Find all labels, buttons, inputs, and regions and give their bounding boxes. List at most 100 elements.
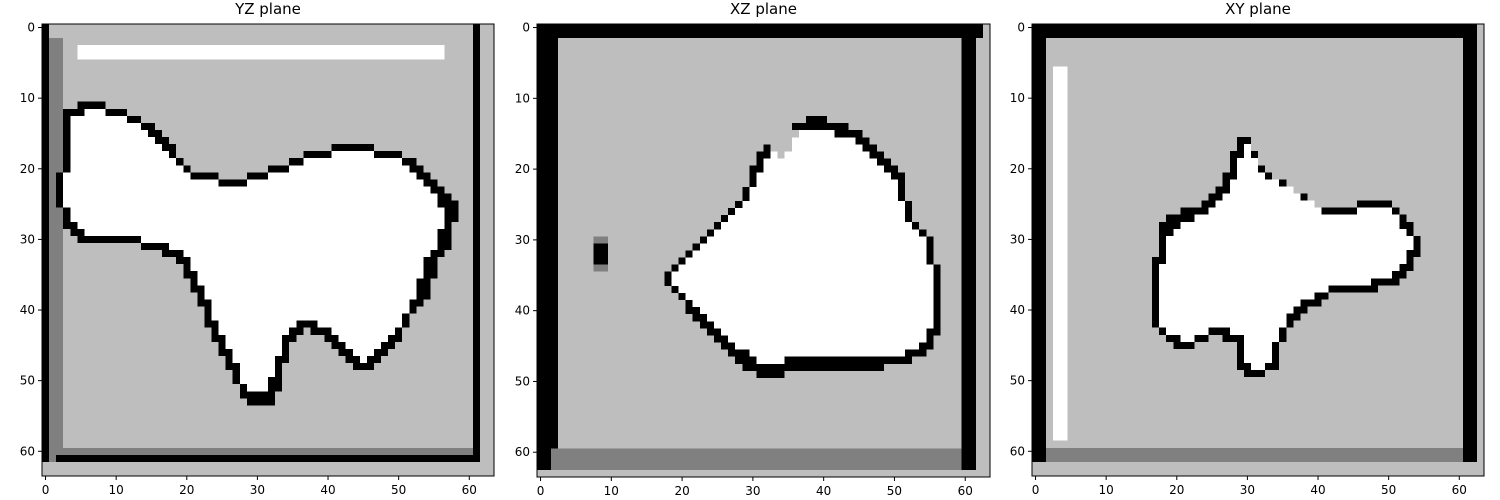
heatmap-cell-run bbox=[890, 172, 906, 181]
heatmap-cell-run bbox=[49, 129, 64, 138]
heatmap-cell-run bbox=[1067, 426, 1464, 434]
heatmap-cell-run bbox=[1032, 334, 1047, 343]
heatmap-cell-run bbox=[1032, 221, 1047, 230]
heatmap-cell-run bbox=[42, 59, 50, 67]
heatmap-cell-run bbox=[218, 172, 248, 180]
heatmap-cell-run bbox=[1032, 137, 1047, 145]
heatmap-cell-run bbox=[1053, 66, 1068, 74]
heatmap-cell-run bbox=[1046, 108, 1054, 117]
heatmap-cell-run bbox=[537, 45, 559, 53]
y-tick-label: 40 bbox=[515, 304, 530, 318]
heatmap-cell-run bbox=[975, 455, 991, 464]
heatmap-cell-run bbox=[961, 271, 977, 280]
heatmap-cell-run bbox=[975, 193, 991, 202]
heatmap-cell-run bbox=[1067, 348, 1238, 357]
heatmap-cell-run bbox=[558, 66, 962, 74]
heatmap-cell-run bbox=[1286, 327, 1464, 336]
heatmap-cell-run bbox=[381, 355, 474, 364]
heatmap-cell-run bbox=[869, 137, 962, 145]
heatmap-cell-run bbox=[472, 292, 481, 300]
heatmap-cell-run bbox=[268, 384, 283, 392]
heatmap-cell-run bbox=[70, 158, 177, 166]
heatmap-cell-run bbox=[49, 186, 57, 194]
heatmap-cell-run bbox=[42, 66, 50, 74]
heatmap-cell-run bbox=[472, 115, 481, 124]
heatmap-cell-run bbox=[63, 412, 474, 420]
heatmap-cell-run bbox=[1476, 355, 1485, 364]
heatmap-cell-run bbox=[444, 250, 474, 258]
heatmap-cell-run bbox=[49, 122, 64, 131]
heatmap-cell-run bbox=[1208, 334, 1223, 343]
heatmap-cell-run bbox=[537, 363, 559, 372]
heatmap-cell-run bbox=[1173, 341, 1195, 350]
heatmap-cell-run bbox=[1032, 101, 1047, 110]
heatmap-cell-run bbox=[1046, 200, 1054, 208]
heatmap-cell-run bbox=[678, 257, 686, 265]
heatmap-cell-run bbox=[692, 314, 708, 322]
heatmap-cell-run bbox=[1046, 87, 1054, 95]
heatmap-cell-run bbox=[1236, 341, 1245, 350]
heatmap-cell-run bbox=[1152, 271, 1160, 279]
heatmap-cell-run bbox=[42, 242, 50, 251]
heatmap-cell-run bbox=[897, 179, 906, 188]
heatmap-cell-run bbox=[537, 24, 984, 32]
heatmap-cell-run bbox=[49, 94, 64, 102]
x-tick-label: 0 bbox=[1032, 483, 1040, 497]
heatmap-cell-run bbox=[1229, 158, 1238, 166]
heatmap-cell-run bbox=[49, 412, 64, 420]
heatmap-cell-run bbox=[239, 363, 276, 371]
heatmap-cell-run bbox=[975, 335, 991, 343]
heatmap-cell-run bbox=[1243, 355, 1273, 364]
heatmap-cell-run bbox=[1067, 122, 1464, 131]
y-tick-label: 20 bbox=[515, 162, 530, 176]
heatmap-cell-run bbox=[395, 341, 474, 350]
heatmap-cell-run bbox=[451, 221, 474, 230]
heatmap-cell-run bbox=[1067, 221, 1160, 230]
heatmap-cell-run bbox=[692, 243, 701, 251]
heatmap-cell-run bbox=[416, 172, 431, 180]
heatmap-cell-run bbox=[42, 151, 50, 159]
heatmap-cell-run bbox=[1067, 257, 1153, 265]
heatmap-cell-run bbox=[63, 214, 71, 223]
heatmap-cell-run bbox=[49, 66, 64, 74]
heatmap-cell-run bbox=[933, 236, 962, 244]
heatmap-cell-run bbox=[1053, 377, 1068, 385]
heatmap-cell-run bbox=[961, 257, 977, 265]
heatmap-cell-run bbox=[1053, 144, 1068, 152]
heatmap-cell-run bbox=[1321, 299, 1464, 307]
heatmap-cell-run bbox=[961, 285, 977, 294]
heatmap-cell-run bbox=[1356, 207, 1393, 215]
heatmap-cell-run bbox=[593, 250, 609, 258]
heatmap-cell-run bbox=[1053, 292, 1068, 300]
heatmap-cell-run bbox=[1215, 186, 1231, 194]
heatmap-cell-run bbox=[479, 419, 495, 427]
heatmap-cell-run bbox=[692, 300, 934, 308]
heatmap-cell-run bbox=[1067, 186, 1216, 194]
heatmap-cell-run bbox=[558, 158, 757, 166]
heatmap-cell-run bbox=[1166, 235, 1414, 244]
heatmap-cell-run bbox=[479, 207, 495, 215]
heatmap-cell-run bbox=[1046, 228, 1054, 237]
heatmap-cell-run bbox=[558, 108, 962, 117]
heatmap-cell-run bbox=[409, 320, 474, 328]
heatmap-cell-run bbox=[479, 200, 495, 208]
heatmap-cell-run bbox=[472, 440, 481, 449]
heatmap-cell-run bbox=[282, 370, 474, 378]
heatmap-cell-run bbox=[409, 306, 417, 314]
heatmap-cell-run bbox=[1476, 59, 1485, 67]
heatmap-cell-run bbox=[1053, 313, 1068, 321]
heatmap-cell-run bbox=[49, 250, 64, 258]
heatmap-cell-run bbox=[70, 228, 85, 237]
heatmap-cell-run bbox=[310, 327, 332, 336]
heatmap-cell-run bbox=[558, 215, 722, 223]
axes-frame bbox=[41, 23, 495, 477]
heatmap-cell-run bbox=[834, 130, 863, 138]
heatmap-cell-run bbox=[961, 349, 977, 357]
heatmap-cell-run bbox=[444, 52, 474, 60]
heatmap-cell-run bbox=[1032, 306, 1047, 314]
heatmap-cell-run bbox=[770, 144, 793, 152]
heatmap-cell-run bbox=[1053, 285, 1068, 293]
heatmap-cell-run bbox=[537, 420, 559, 428]
heatmap-cell-run bbox=[1476, 306, 1485, 314]
heatmap-cell-run bbox=[537, 151, 559, 159]
